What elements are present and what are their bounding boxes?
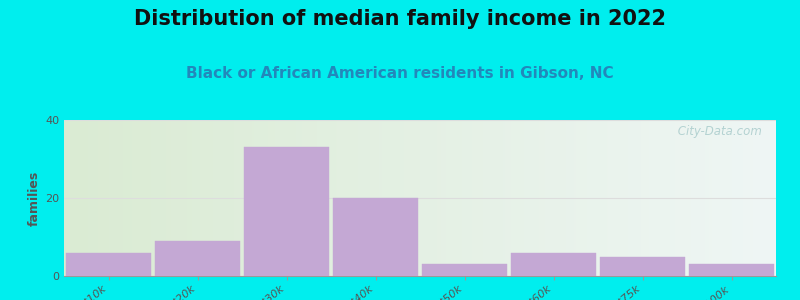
Bar [66, 253, 150, 276]
Bar [334, 198, 418, 276]
Text: Distribution of median family income in 2022: Distribution of median family income in … [134, 9, 666, 29]
Bar [511, 253, 596, 276]
Bar [690, 264, 774, 276]
Y-axis label: families: families [28, 170, 41, 226]
Text: Black or African American residents in Gibson, NC: Black or African American residents in G… [186, 66, 614, 81]
Bar [422, 264, 506, 276]
Bar [155, 241, 240, 276]
Text: City-Data.com: City-Data.com [674, 125, 762, 138]
Bar [600, 256, 685, 276]
Bar [244, 147, 329, 276]
